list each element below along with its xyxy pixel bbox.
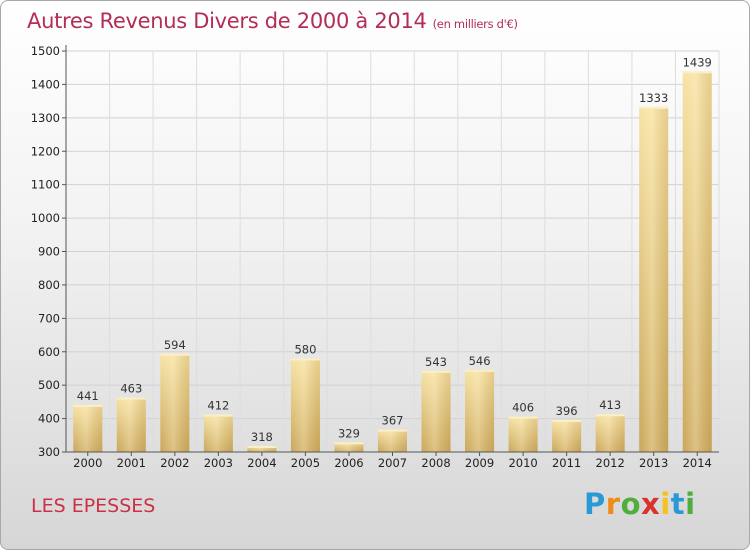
data-label: 1439 [683,55,712,69]
bar-shine [421,370,451,452]
bar-top [639,106,669,109]
bar-shine [552,419,582,452]
data-label: 367 [382,414,404,428]
x-tick-label: 2006 [334,456,363,470]
data-label: 318 [251,430,273,444]
proxiti-logo: Proxiti [584,487,696,521]
x-tick-label: 2010 [508,456,537,470]
bar-top [247,445,277,448]
data-label: 412 [207,399,229,413]
data-label: 441 [77,389,99,403]
x-tick-label: 2005 [291,456,320,470]
y-tick-label: 500 [38,378,60,392]
y-tick-label: 600 [38,345,60,359]
x-tick-label: 2013 [639,456,668,470]
bar-shine [290,358,320,452]
bar-shine [465,369,495,452]
data-label: 406 [512,401,534,415]
y-tick-label: 1300 [31,111,60,125]
x-tick-label: 2002 [160,456,189,470]
bar-layer: 441 463 594 412 318 580 329 367 543 546 406 396 413 1… [73,55,712,453]
data-label: 1333 [639,91,668,105]
axis-layer: 300 400 500 600 700 800 900 1000 1100 1200 1300 140… [31,44,719,470]
bar-shine [682,71,712,453]
logo-letter: o [620,487,642,521]
logo-letter: i [685,487,696,521]
data-label: 329 [338,426,360,440]
bar-shine [508,416,538,452]
data-label: 594 [164,338,186,352]
chart-subtitle: (en milliers d'€) [432,17,518,31]
place-name: LES EPESSES [31,495,156,517]
bar-shine [639,106,669,452]
y-tick-label: 900 [38,245,60,259]
x-tick-label: 2014 [683,456,712,470]
data-label: 396 [556,404,578,418]
x-tick-label: 2011 [552,456,581,470]
bar-shine [203,414,233,452]
x-tick-label: 2012 [596,456,625,470]
bar-top [465,369,495,372]
data-label: 543 [425,355,447,369]
data-label: 546 [469,354,491,368]
bar-top [421,370,451,373]
y-tick-label: 400 [38,412,60,426]
y-tick-label: 800 [38,278,60,292]
chart-title-text: Autres Revenus Divers de 2000 à 2014 [27,9,427,33]
bar-shine [595,414,625,452]
bar-shine [247,445,277,452]
x-tick-label: 2007 [378,456,407,470]
x-tick-label: 2001 [117,456,146,470]
y-tick-label: 1000 [31,211,60,225]
x-tick-label: 2009 [465,456,494,470]
logo-letter: t [670,487,686,521]
bar-top [508,416,538,419]
y-tick-label: 300 [38,445,60,459]
bar-top [73,404,103,407]
bar-shine [116,397,146,452]
bar-top [378,429,407,432]
bar-top [682,71,712,74]
bar-top [116,397,146,400]
bar-top [160,353,190,356]
y-tick-label: 1400 [31,77,60,91]
logo-letter: i [660,487,671,521]
bar-top [334,442,364,445]
bar-shine [73,404,103,452]
bar-shine [334,442,364,452]
x-tick-label: 2004 [247,456,276,470]
y-tick-label: 700 [38,311,60,325]
bar-top [552,419,582,422]
logo-letter: x [641,487,661,521]
logo-letter: r [605,487,621,521]
y-tick-label: 1200 [31,144,60,158]
bar-shine [160,353,190,452]
data-label: 463 [120,382,142,396]
x-tick-label: 2000 [73,456,102,470]
x-tick-label: 2003 [204,456,233,470]
logo-letter: P [584,487,606,521]
bar-top [290,358,320,361]
y-tick-label: 1100 [31,178,60,192]
data-label: 413 [599,398,621,412]
x-tick-label: 2008 [421,456,450,470]
bar-top [595,414,625,417]
chart-title: Autres Revenus Divers de 2000 à 2014 (en … [27,9,518,33]
y-tick-label: 1500 [31,44,60,58]
data-label: 580 [294,342,316,356]
bar-shine [378,429,407,452]
bar-top [203,414,233,417]
